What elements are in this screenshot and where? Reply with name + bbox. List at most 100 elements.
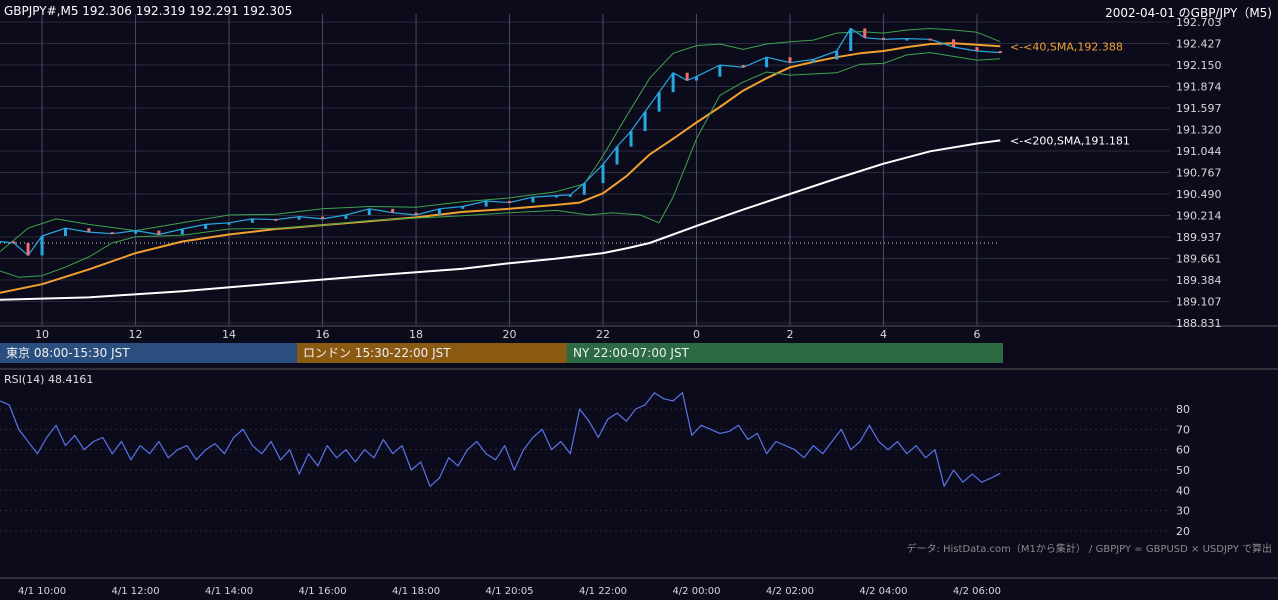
price-grid (0, 14, 1278, 579)
session-newyork: NY 22:00-07:00 JST (567, 343, 1003, 363)
time-tick-label: 0 (693, 328, 700, 341)
price-candle (671, 72, 675, 93)
price-candle (928, 38, 932, 41)
price-candle (180, 229, 184, 235)
indicator-labels: <-<40,SMA,192.388 <-<200,SMA,191.181 (1010, 40, 1130, 147)
rsi-tick-label: 30 (1176, 505, 1190, 518)
price-candle (414, 212, 418, 216)
price-candle (26, 243, 30, 256)
time-tick-label: 22 (596, 328, 610, 341)
price-candle (615, 146, 619, 165)
price-candle (685, 72, 689, 81)
chart-header-symbol-info: GBPJPY#,M5 192.306 192.319 192.291 192.3… (4, 4, 293, 18)
close-price-line (0, 27, 1001, 256)
time-tick-label: 16 (316, 328, 330, 341)
price-candle (321, 216, 325, 219)
price-candle (601, 164, 605, 184)
sma40-value-label: <-<40,SMA,192.388 (1010, 40, 1123, 53)
price-candle (87, 228, 91, 233)
rsi-tick-label: 70 (1176, 423, 1190, 436)
price-tick-label: 191.597 (1176, 102, 1222, 115)
price-candle (40, 236, 44, 256)
price-candle (849, 28, 853, 51)
rsi-y-axis: 80 70 60 50 40 30 20 (1176, 403, 1190, 538)
price-candle (367, 208, 371, 216)
price-candle (629, 131, 633, 147)
time-tick-label: 2 (786, 328, 793, 341)
price-candle (881, 37, 885, 40)
sma200-line (0, 139, 1001, 301)
price-tick-label: 192.703 (1176, 16, 1222, 29)
rsi-tick-label: 60 (1176, 444, 1190, 457)
rsi-tick-label: 40 (1176, 484, 1190, 497)
price-candle (344, 215, 348, 219)
rsi-time-tick-label: 4/1 20:05 (485, 586, 533, 597)
price-candle (765, 57, 769, 68)
time-tick-label: 20 (503, 328, 517, 341)
price-candle (788, 57, 792, 63)
price-tick-label: 192.150 (1176, 59, 1222, 72)
price-candle (274, 218, 278, 221)
rsi-time-tick-label: 4/2 00:00 (672, 586, 720, 597)
price-tick-label: 188.831 (1176, 317, 1222, 330)
price-tick-label: 189.384 (1176, 274, 1222, 287)
price-candle (63, 228, 67, 237)
price-candle (531, 197, 535, 203)
price-candle (250, 218, 254, 223)
rsi-time-tick-label: 4/1 14:00 (205, 586, 253, 597)
rsi-grid (0, 408, 1170, 532)
price-tick-label: 189.937 (1176, 231, 1222, 244)
sma40-line (0, 42, 1001, 294)
time-tick-label: 14 (222, 328, 236, 341)
price-candle (204, 224, 208, 230)
session-london: ロンドン 15:30-22:00 JST (297, 343, 567, 363)
price-tick-label: 189.107 (1176, 296, 1222, 309)
rsi-tick-label: 20 (1176, 525, 1190, 538)
rsi-time-tick-label: 4/1 12:00 (112, 586, 160, 597)
time-tick-label: 18 (409, 328, 423, 341)
data-source-note: データ: HistData.com（M1から集計） / GBPJPY = GBP… (906, 544, 1272, 555)
rsi-x-axis: 4/1 10:00 4/1 12:00 4/1 14:00 4/1 16:00 4/1 … (18, 586, 1001, 597)
price-candle (437, 208, 441, 216)
price-candle (998, 50, 1002, 53)
price-candle (657, 92, 661, 112)
price-candle (391, 208, 395, 213)
price-candle (134, 230, 138, 234)
bollinger-upper-line (0, 28, 1001, 252)
price-candle (484, 201, 488, 207)
time-tick-label: 12 (129, 328, 143, 341)
price-series (0, 27, 1002, 301)
sma200-value-label: <-<200,SMA,191.181 (1010, 134, 1130, 147)
time-tick-label: 10 (35, 328, 49, 341)
price-candle (508, 201, 512, 204)
time-tick-label: 4 (880, 328, 887, 341)
rsi-time-tick-label: 4/1 18:00 (392, 586, 440, 597)
price-candle (741, 64, 745, 68)
rsi-tick-label: 50 (1176, 464, 1190, 477)
price-tick-label: 190.767 (1176, 167, 1222, 180)
price-y-axis: 192.703 192.427 192.150 191.874 191.597 191.3… (1176, 16, 1222, 330)
price-candle (227, 222, 231, 225)
rsi-time-tick-label: 4/1 16:00 (298, 586, 346, 597)
price-candle (694, 76, 698, 81)
price-candle (863, 28, 867, 38)
price-tick-label: 192.427 (1176, 37, 1222, 50)
price-tick-label: 191.044 (1176, 145, 1222, 158)
price-tick-label: 189.661 (1176, 252, 1222, 265)
price-candle (297, 216, 301, 220)
price-candle (582, 183, 586, 195)
price-candle (157, 230, 161, 235)
price-candle (643, 111, 647, 132)
price-tick-label: 190.214 (1176, 209, 1222, 222)
rsi-time-tick-label: 4/1 22:00 (579, 586, 627, 597)
price-candle (975, 47, 979, 51)
rsi-label: RSI(14) 48.4161 (4, 373, 94, 386)
time-tick-label: 6 (973, 328, 980, 341)
chart-header-date-title: 2002-04-01 のGBP/JPY（M5) (1105, 6, 1272, 20)
price-candle (110, 232, 114, 235)
price-tick-label: 191.320 (1176, 124, 1222, 137)
price-candle (952, 39, 956, 48)
rsi-time-tick-label: 4/2 06:00 (953, 586, 1001, 597)
price-candle (811, 59, 815, 63)
